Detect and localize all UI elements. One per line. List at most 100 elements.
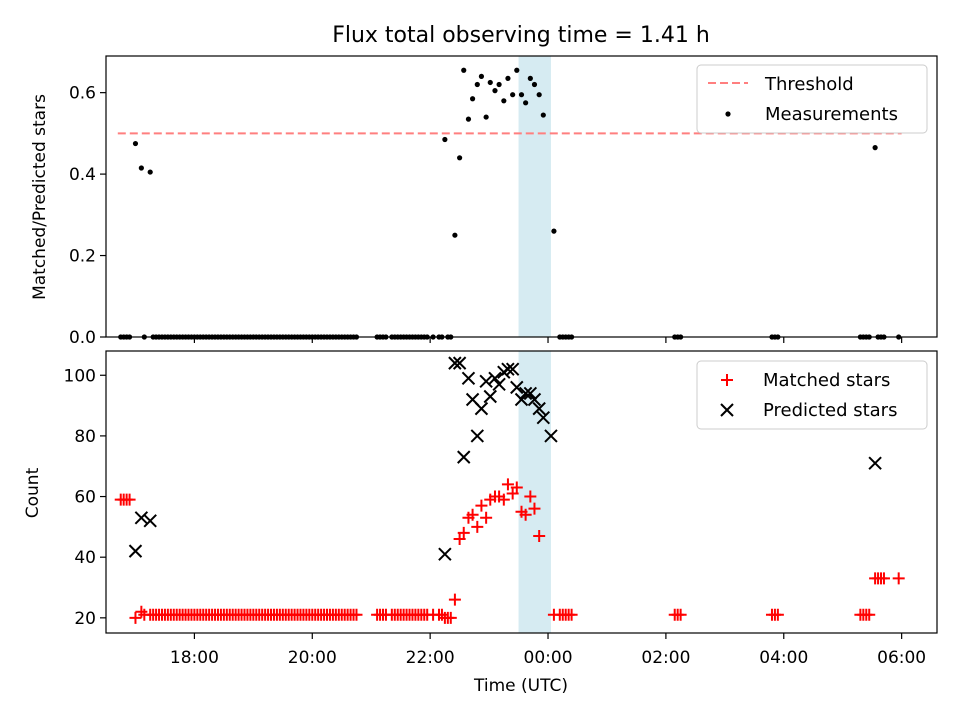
matched-star-point [565,608,578,621]
predicted-star-point [479,374,493,389]
bottom-x-tick-label: 18:00 [170,648,219,668]
bottom-y-tick-label: 80 [74,427,96,447]
predicted-star-point [483,389,497,404]
matched-star-point [528,502,541,515]
top-y-tick-label: 0.6 [69,84,96,104]
measurement-point [478,73,485,79]
top-panel: 0.0 0.2 0.4 0.6 Matched/Predicted stars Thr… [30,55,938,348]
measurement-point [523,100,529,106]
matched-star-point [863,608,876,621]
predicted-star-point [461,371,476,385]
matched-star-point [533,529,546,542]
bottom-x-tick-label: 02:00 [641,648,690,668]
matched-star-point [350,608,363,621]
bottom-x-tick-label: 20:00 [288,648,337,668]
chart-title: Flux total observing time = 1.41 h [332,23,710,48]
predicted-star-point [505,362,520,376]
bottom-x-tick-label: 04:00 [759,648,808,668]
matched-star-point [877,572,890,585]
matched-star-point [892,572,905,585]
predicted-star-point [143,514,157,528]
bottom-panel: 20 40 60 80 100 18:00 20:00 22:00 00:00 02:00 04:… [23,350,938,696]
matched-star-point [524,490,537,503]
bottom-legend: Matched stars Predicted stars [696,360,928,430]
measurement-point [132,140,139,147]
predicted-star-point [128,544,143,558]
matched-star-point [129,611,142,624]
predicted-star-point [527,392,542,407]
measurement-point [514,67,520,73]
legend-matched-label: Matched stars [763,370,890,391]
legend-measurements-swatch [725,111,731,117]
matched-star-point [444,611,457,624]
legend-threshold-label: Threshold [764,74,854,95]
measurement-point [457,155,463,161]
legend-predicted-label: Predicted stars [763,400,897,421]
top-panel-shade [518,56,551,337]
predicted-star-point [470,429,485,443]
top-y-ticks: 0.0 0.2 0.4 0.6 [69,84,106,348]
bottom-y-tick-label: 20 [74,609,96,629]
measurement-point [518,92,525,98]
measurement-point [536,92,542,98]
predicted-star-point [518,386,533,401]
top-x-ticks [193,337,903,343]
legend-matched-swatch [721,374,733,386]
bottom-y-tick-label: 60 [74,488,96,508]
top-legend-box [696,64,928,134]
predicted-star-point [452,356,467,370]
measurement-point [501,98,507,104]
matched-star-point [480,511,493,524]
predicted-star-point [492,377,506,392]
bottom-y-tick-label: 40 [74,548,96,568]
measurement-point [531,81,538,88]
predicted-star-point [457,450,471,464]
matched-star-point [471,520,484,533]
x-axis-label: Time (UTC) [473,676,568,696]
predicted-star-point [544,429,558,443]
matched-star-point [453,533,466,545]
matched-star-point [457,526,470,539]
measurement-point [461,67,467,73]
predicted-star-point [868,456,882,470]
measurement-point [872,145,878,151]
bottom-y-ticks: 20 40 60 80 100 [64,366,106,629]
measurement-point [540,112,546,118]
measurement-point [483,114,489,120]
measurement-point [496,81,502,88]
predicted-star-point [501,362,515,376]
bottom-panel-shade [518,351,551,633]
matched-star-point [475,499,488,512]
predicted-star-point [523,386,538,401]
predicted-star-point [438,547,452,561]
measurement-point [474,81,480,88]
measurement-point [487,79,493,86]
bottom-points-group [114,356,905,624]
measurement-point [505,75,511,81]
top-y-tick-label: 0.2 [69,247,96,267]
predicted-star-point [488,371,502,385]
predicted-star-point [514,392,529,407]
predicted-star-point [510,380,524,395]
top-y-tick-label: 0.4 [69,165,96,185]
top-panel-frame [105,55,938,338]
matched-star-point [448,593,461,606]
bottom-x-tick-label: 22:00 [406,648,455,668]
matched-star-point [497,493,510,506]
measurement-point [442,136,448,143]
matched-star-point [510,481,523,494]
bottom-x-tick-label: 00:00 [524,648,573,668]
matched-star-point [771,608,784,621]
matched-star-point [123,493,136,506]
bottom-y-tick-label: 100 [64,366,96,386]
measurement-point [551,228,557,234]
predicted-star-point [134,511,149,525]
top-y-tick-label: 0.0 [69,328,96,348]
measurement-point [452,232,458,238]
matched-star-point [519,508,532,521]
top-legend: Threshold Measurements [696,64,928,134]
matched-star-point [501,478,514,491]
measurement-point [147,169,153,175]
predicted-star-point [448,356,462,370]
